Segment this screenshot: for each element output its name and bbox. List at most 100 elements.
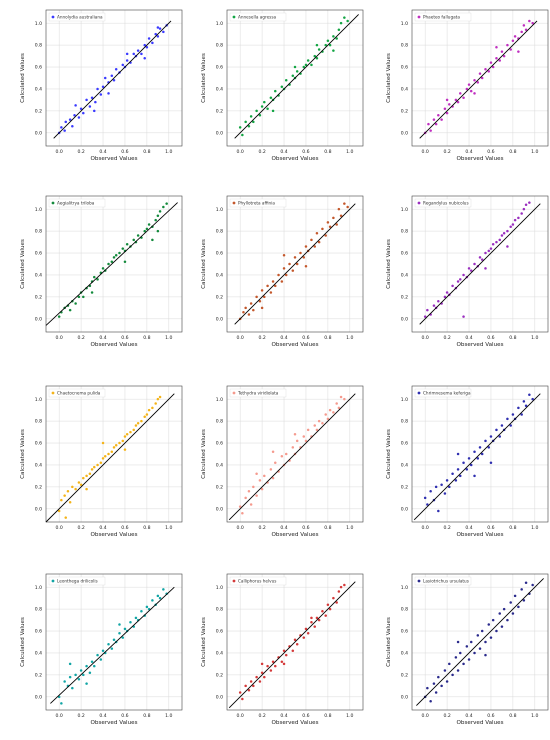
data-point	[85, 474, 88, 478]
data-point	[249, 115, 253, 118]
data-point	[293, 638, 297, 642]
data-point	[258, 114, 262, 117]
legend-marker	[232, 15, 236, 19]
data-point	[310, 63, 313, 67]
data-point	[247, 125, 251, 128]
data-point	[101, 649, 105, 653]
x-axis-label: Observed Values	[91, 342, 138, 348]
data-point	[79, 669, 83, 672]
y-axis-label: Calculated Values	[386, 53, 392, 103]
data-point	[337, 28, 341, 31]
y-tick-label: 1.0	[216, 21, 223, 27]
data-point	[313, 424, 316, 427]
data-point	[469, 269, 473, 272]
data-point	[429, 699, 432, 703]
data-point	[328, 408, 332, 412]
data-point	[269, 669, 273, 672]
y-tick-label: 0.2	[216, 109, 223, 115]
data-point	[522, 24, 526, 27]
data-point	[101, 441, 105, 445]
data-point	[509, 48, 512, 51]
data-point	[77, 481, 81, 484]
data-point	[476, 81, 480, 84]
data-point	[136, 234, 140, 237]
data-point	[328, 225, 332, 228]
x-tick-label: 0.4	[99, 149, 106, 155]
data-point	[103, 76, 107, 80]
data-point	[85, 487, 88, 491]
data-point	[480, 629, 484, 633]
data-point	[134, 616, 138, 620]
y-tick-label: 0.0	[216, 506, 223, 512]
data-point	[513, 35, 517, 38]
data-point	[467, 83, 471, 86]
data-point	[249, 680, 253, 683]
data-point	[263, 675, 266, 679]
y-tick-label: 0.0	[401, 130, 408, 136]
x-tick-label: 0.0	[237, 713, 244, 719]
x-tick-label: 0.8	[143, 525, 150, 531]
legend-label: Calliphorus helvus	[238, 579, 276, 584]
data-point	[271, 476, 275, 480]
data-point	[280, 454, 284, 458]
data-point	[306, 59, 310, 62]
data-point	[143, 415, 146, 418]
data-point	[313, 54, 316, 58]
x-tick-label: 0.2	[77, 335, 84, 341]
data-point	[158, 210, 162, 213]
y-tick-label: 0.4	[35, 87, 42, 93]
data-point	[495, 240, 498, 244]
data-point	[107, 92, 110, 95]
data-point	[101, 457, 105, 460]
data-point	[459, 278, 462, 281]
data-point	[63, 494, 66, 497]
data-point	[82, 673, 85, 677]
data-point	[99, 658, 103, 661]
data-point	[459, 474, 462, 478]
x-axis-label: Observed Values	[272, 532, 319, 538]
data-point	[68, 308, 72, 312]
x-tick-label: 0.4	[280, 525, 287, 531]
data-point	[60, 702, 63, 705]
data-point	[82, 295, 85, 299]
data-point	[291, 74, 295, 78]
data-point	[306, 428, 310, 432]
data-point	[121, 439, 125, 443]
scatter-chart-7: 0.0 0.2 0.4 0.6 0.8 1.0 0.0 0.2 0.4 0.6 0.8 1.0 Obse…	[20, 385, 183, 538]
data-point	[456, 100, 460, 104]
data-point	[255, 472, 258, 475]
data-point	[93, 275, 96, 279]
data-point	[88, 671, 92, 674]
data-point	[244, 496, 247, 500]
data-point	[469, 640, 473, 644]
data-point	[71, 485, 74, 489]
legend-marker	[417, 201, 421, 205]
data-point	[517, 50, 520, 53]
data-point	[90, 660, 94, 663]
x-tick-label: 1.0	[165, 149, 172, 155]
y-tick-label: 0.6	[216, 629, 223, 635]
y-tick-label: 0.0	[35, 130, 42, 136]
x-tick-label: 0.6	[302, 335, 309, 341]
x-tick-label: 0.0	[56, 149, 63, 155]
data-point	[93, 465, 96, 469]
data-point	[295, 262, 299, 266]
data-point	[280, 660, 284, 663]
data-point	[284, 452, 288, 456]
data-point	[473, 651, 476, 655]
data-point	[346, 19, 349, 23]
data-point	[506, 229, 509, 233]
plot-frame	[45, 385, 183, 523]
x-tick-label: 0.8	[509, 525, 516, 531]
y-tick-label: 0.0	[401, 316, 408, 322]
data-point	[114, 253, 118, 257]
x-tick-label: 1.0	[531, 335, 538, 341]
data-point	[274, 664, 277, 668]
y-tick-label: 0.4	[401, 87, 408, 93]
legend-box	[229, 12, 287, 22]
legend-box	[229, 388, 287, 398]
scatter-chart-9: 0.0 0.2 0.4 0.6 0.8 1.0 0.0 0.2 0.4 0.6 0.8 1.0 Obse…	[386, 385, 549, 538]
legend-marker	[232, 201, 236, 205]
x-tick-label: 0.2	[77, 713, 84, 719]
data-point	[304, 264, 308, 268]
